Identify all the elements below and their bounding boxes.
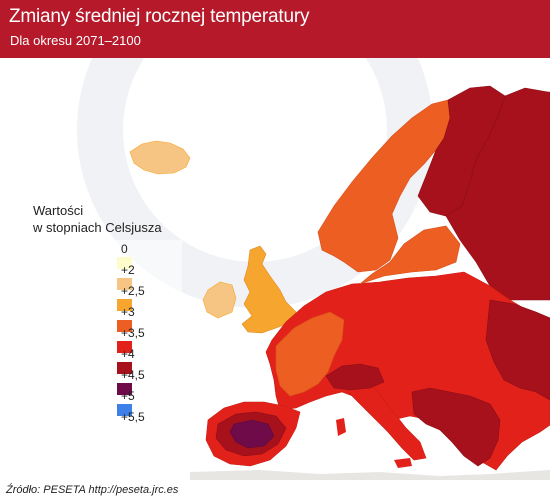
region-east xyxy=(485,299,550,401)
legend-tick-5: +3,5 xyxy=(121,326,145,340)
legend-tick-3: +2,5 xyxy=(121,284,145,298)
legend-panel xyxy=(112,240,182,434)
region-ireland xyxy=(202,281,237,319)
legend-swatch-2 xyxy=(117,278,132,290)
legend-swatch-5 xyxy=(117,341,132,353)
region-italy xyxy=(345,377,427,461)
header-bar: Zmiany średniej rocznej temperatury Dla … xyxy=(0,0,550,58)
legend-swatch-1 xyxy=(117,257,132,269)
region-balkans xyxy=(411,387,501,467)
region-iberia-core xyxy=(229,419,275,449)
legend-title: Wartości w stopniach Celsjusza xyxy=(33,202,183,236)
legend-swatch-7 xyxy=(117,383,132,395)
legend-swatch-6 xyxy=(117,362,132,374)
legend-title-line2: w stopniach Celsjusza xyxy=(33,220,162,235)
region-sardinia xyxy=(336,418,346,436)
region-scandinavia xyxy=(317,99,451,273)
legend-tick-1: 0 xyxy=(121,242,128,256)
legend-tick-8: +5 xyxy=(121,389,135,403)
region-great-britain xyxy=(241,245,297,334)
map-title: Zmiany średniej rocznej temperatury xyxy=(9,6,310,27)
legend-swatch-8 xyxy=(117,404,132,416)
source-note: Źródło: PESETA http://peseta.jrc.es xyxy=(6,484,179,496)
region-alps xyxy=(325,363,385,391)
legend-tick-9: +5,5 xyxy=(121,410,145,424)
region-sicily xyxy=(394,458,412,468)
map-subtitle: Dla okresu 2071–2100 xyxy=(10,33,141,48)
europe-map xyxy=(0,58,550,480)
region-poland-baltics xyxy=(359,225,461,285)
legend-swatch-3 xyxy=(117,299,132,311)
legend-tick-2: +2 xyxy=(121,263,135,277)
legend-title-line1: Wartości xyxy=(33,203,84,218)
legend-swatch-4 xyxy=(117,320,132,332)
region-north-africa xyxy=(190,470,550,480)
legend-tick-7: +4,5 xyxy=(121,368,145,382)
region-northwest-russia xyxy=(445,87,550,301)
legend-tick-6: +4 xyxy=(121,347,135,361)
legend-tick-4: +3 xyxy=(121,305,135,319)
region-france xyxy=(275,311,345,397)
region-iceland xyxy=(129,140,191,175)
